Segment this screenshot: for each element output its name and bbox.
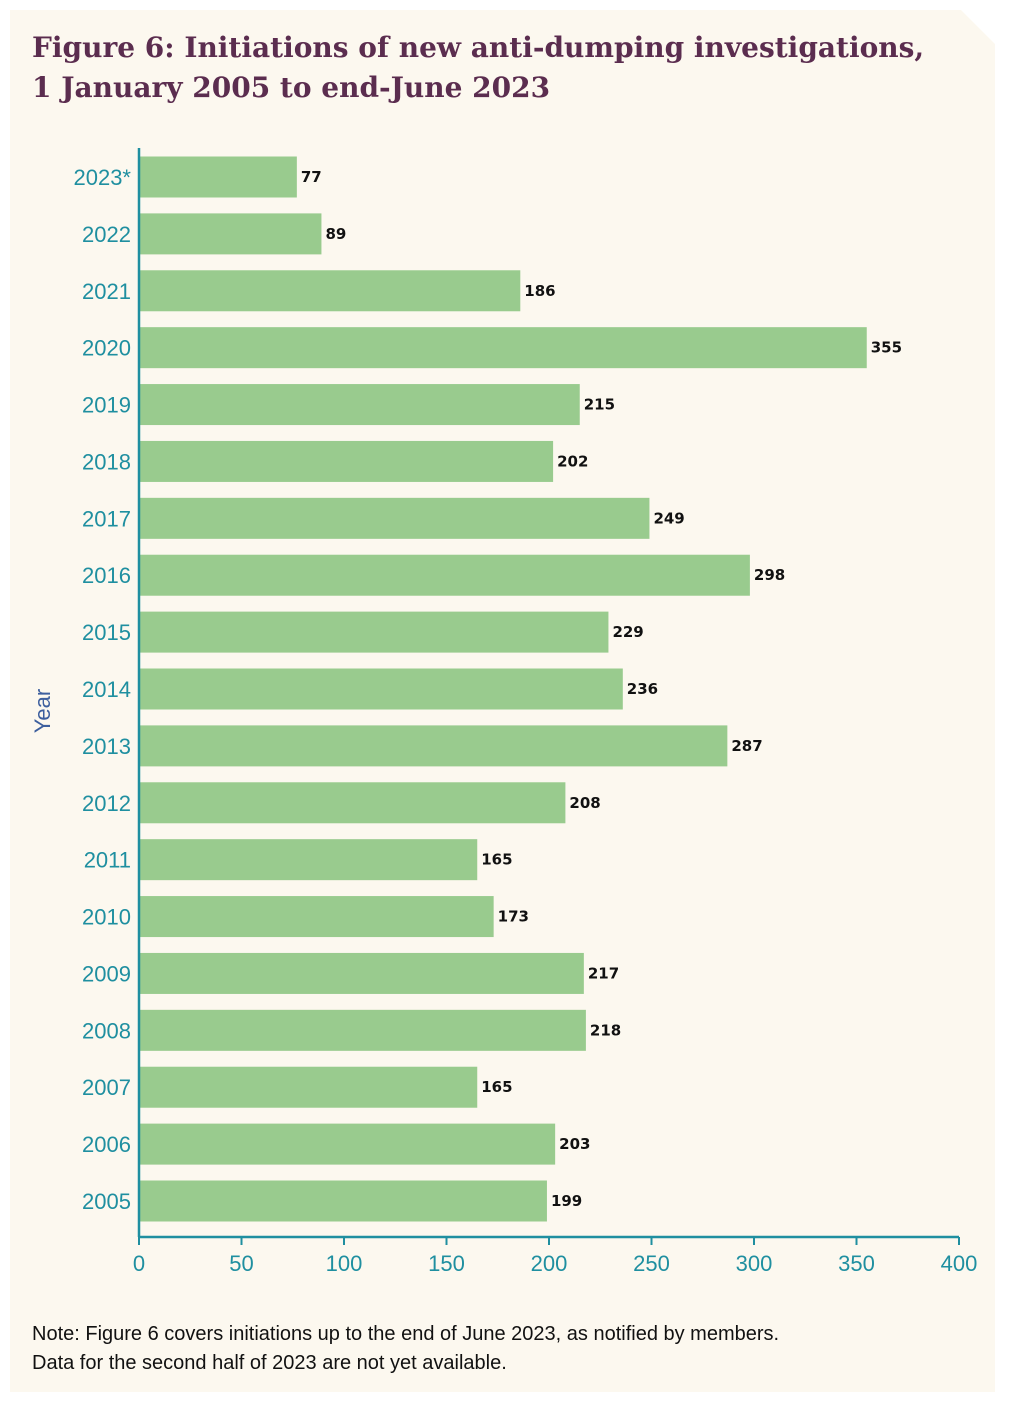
bar-2015 bbox=[139, 611, 609, 653]
figure-note: Note: Figure 6 covers initiations up to … bbox=[32, 1320, 982, 1378]
bar-2009 bbox=[139, 952, 584, 994]
panel-folded-corner bbox=[961, 10, 995, 44]
bar-2016 bbox=[139, 554, 750, 596]
value-label-2006: 203 bbox=[559, 1135, 590, 1153]
x-tick-label-250: 250 bbox=[633, 1251, 670, 1276]
bar-2020 bbox=[139, 327, 867, 369]
bar-2014 bbox=[139, 668, 623, 710]
category-label-2007: 2007 bbox=[82, 1075, 131, 1100]
x-tick-label-150: 150 bbox=[428, 1251, 465, 1276]
value-label-2011: 165 bbox=[481, 851, 512, 869]
value-label-2008: 218 bbox=[590, 1021, 621, 1039]
value-label-2015: 229 bbox=[612, 623, 643, 641]
bar-2019 bbox=[139, 384, 580, 426]
bar-2012 bbox=[139, 782, 566, 824]
figure-number: Figure 6: bbox=[32, 31, 175, 64]
figure-title-line1: Initiations of new anti-dumping investig… bbox=[184, 31, 925, 64]
bar-2008 bbox=[139, 1009, 586, 1051]
category-label-2010: 2010 bbox=[82, 905, 131, 930]
category-label-2017: 2017 bbox=[82, 506, 131, 531]
value-label-2013: 287 bbox=[731, 737, 762, 755]
value-label-2019: 215 bbox=[584, 396, 615, 414]
value-label-2009: 217 bbox=[588, 964, 619, 982]
bar-2006 bbox=[139, 1123, 556, 1165]
value-label-2020: 355 bbox=[871, 339, 902, 357]
category-label-2022: 2022 bbox=[82, 222, 131, 247]
note-line2: Data for the second half of 2023 are not… bbox=[32, 1352, 507, 1374]
bar-2018 bbox=[139, 440, 554, 482]
bar-2013 bbox=[139, 725, 728, 767]
x-tick-label-400: 400 bbox=[941, 1251, 978, 1276]
value-label-2005: 199 bbox=[551, 1192, 582, 1210]
category-label-2012: 2012 bbox=[82, 791, 131, 816]
category-label-2016: 2016 bbox=[82, 563, 131, 588]
figure-title-line2: 1 January 2005 to end-June 2023 bbox=[32, 71, 551, 104]
category-label-2020: 2020 bbox=[82, 336, 131, 361]
x-tick-label-300: 300 bbox=[736, 1251, 773, 1276]
category-label-2011: 2011 bbox=[84, 848, 131, 873]
value-label-2017: 249 bbox=[653, 509, 684, 527]
category-label-2021: 2021 bbox=[82, 279, 131, 304]
category-label-2006: 2006 bbox=[82, 1132, 131, 1157]
category-label-2018: 2018 bbox=[82, 449, 131, 474]
value-label-2016: 298 bbox=[754, 566, 785, 584]
x-tick-label-200: 200 bbox=[531, 1251, 568, 1276]
x-tick-label-0: 0 bbox=[133, 1251, 145, 1276]
x-tick-label-100: 100 bbox=[326, 1251, 363, 1276]
bar-2021 bbox=[139, 270, 521, 312]
bar-2023* bbox=[139, 156, 297, 198]
value-label-2010: 173 bbox=[498, 908, 529, 926]
category-label-2009: 2009 bbox=[82, 961, 131, 986]
category-label-2019: 2019 bbox=[82, 393, 131, 418]
value-label-2022: 89 bbox=[325, 225, 346, 243]
value-label-2023*: 77 bbox=[301, 168, 322, 186]
value-label-2012: 208 bbox=[569, 794, 600, 812]
value-label-2007: 165 bbox=[481, 1078, 512, 1096]
bar-2017 bbox=[139, 497, 650, 539]
category-label-2015: 2015 bbox=[82, 620, 131, 645]
category-label-2014: 2014 bbox=[82, 677, 131, 702]
note-line1: Note: Figure 6 covers initiations up to … bbox=[32, 1323, 780, 1345]
x-tick-label-350: 350 bbox=[838, 1251, 875, 1276]
value-label-2014: 236 bbox=[627, 680, 658, 698]
bar-2007 bbox=[139, 1066, 478, 1108]
category-label-2023*: 2023* bbox=[73, 165, 131, 190]
category-label-2008: 2008 bbox=[82, 1018, 131, 1043]
category-label-2013: 2013 bbox=[82, 734, 131, 759]
bar-2011 bbox=[139, 839, 478, 881]
bar-2022 bbox=[139, 213, 322, 255]
y-axis-title: Year bbox=[30, 689, 55, 733]
bar-2005 bbox=[139, 1180, 547, 1222]
bar-2010 bbox=[139, 896, 494, 938]
x-tick-label-50: 50 bbox=[229, 1251, 253, 1276]
category-label-2005: 2005 bbox=[82, 1189, 131, 1214]
value-label-2018: 202 bbox=[557, 452, 588, 470]
value-label-2021: 186 bbox=[524, 282, 555, 300]
figure-title: Figure 6: Initiations of new anti-dumpin… bbox=[32, 28, 972, 108]
